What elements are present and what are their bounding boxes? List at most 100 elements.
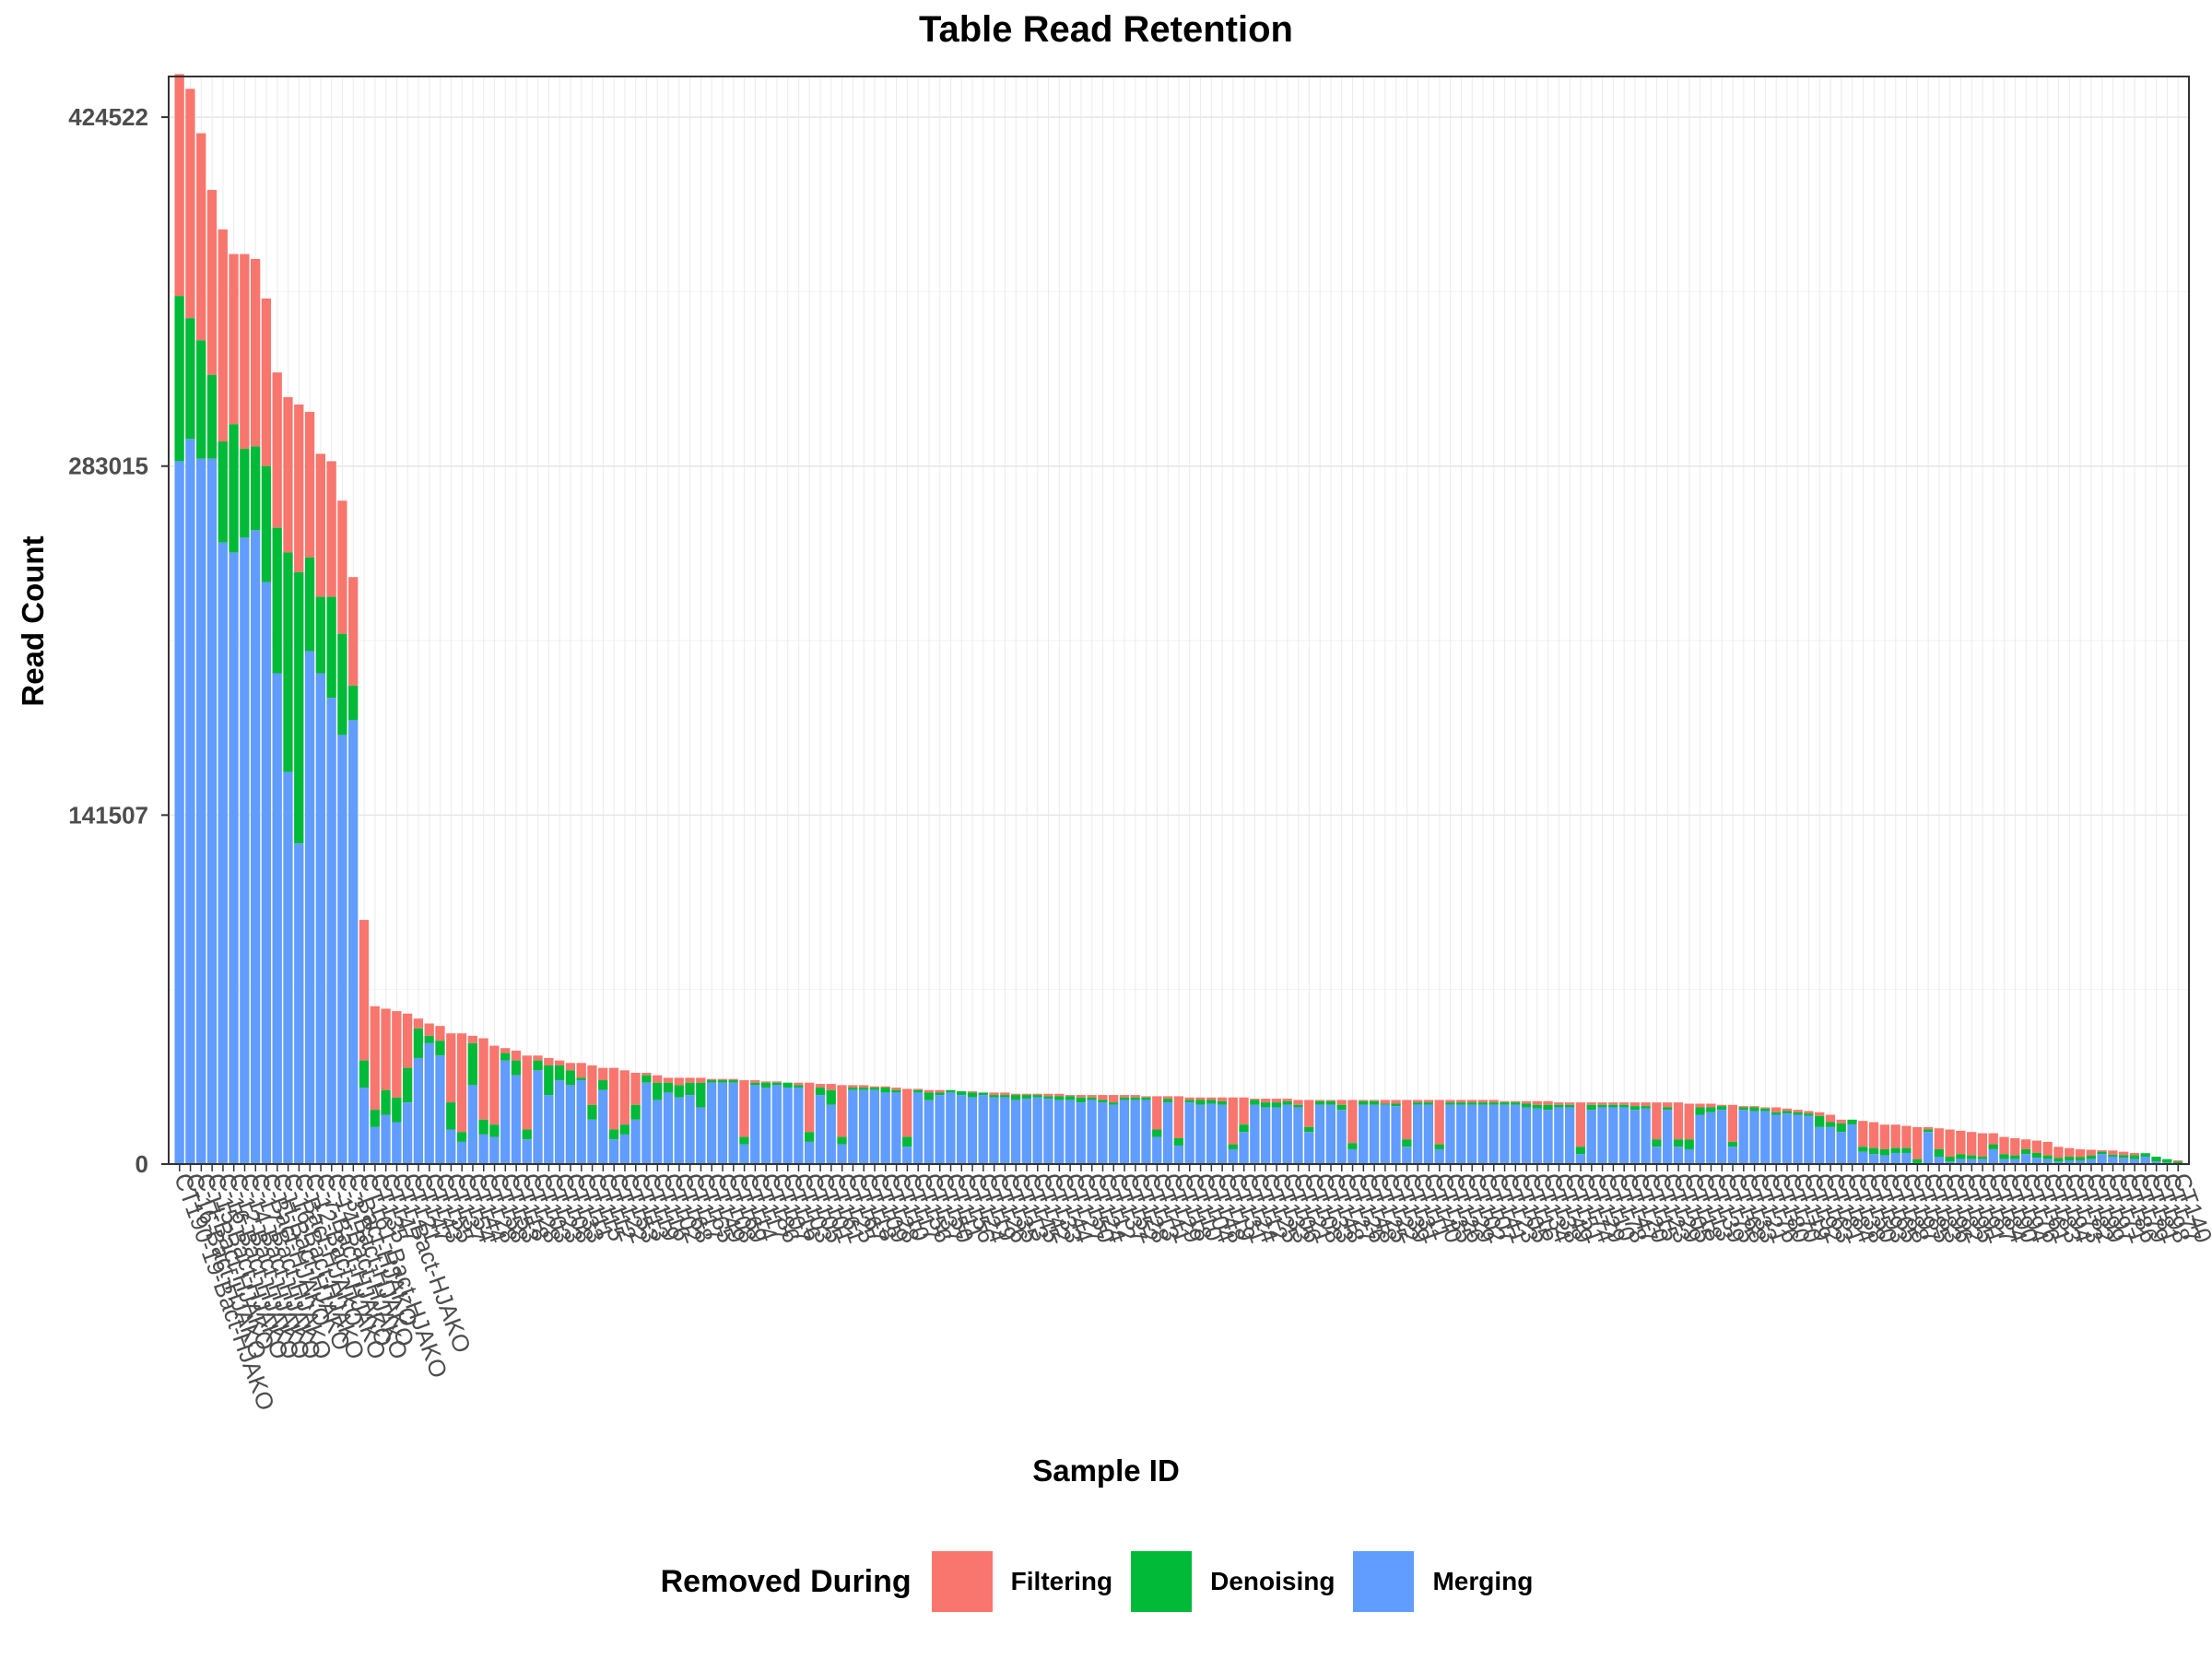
- bar-denoising: [1695, 1107, 1705, 1115]
- bar-merging: [935, 1095, 946, 1164]
- bar-denoising: [370, 1110, 381, 1127]
- bar-denoising: [544, 1065, 554, 1096]
- bar-denoising: [1010, 1095, 1021, 1100]
- bar-denoising: [1445, 1102, 1455, 1105]
- bar-filtering: [522, 1055, 533, 1130]
- bar-filtering: [935, 1089, 946, 1093]
- bar-filtering: [891, 1088, 901, 1090]
- legend-swatch-merging: [1353, 1551, 1415, 1612]
- bar-filtering: [1543, 1100, 1553, 1105]
- bar-filtering: [565, 1063, 576, 1071]
- bar-denoising: [1923, 1129, 1934, 1133]
- bar-denoising: [1076, 1097, 1087, 1103]
- bar-merging: [608, 1139, 619, 1164]
- bar-merging: [1282, 1104, 1293, 1164]
- bar-merging: [1673, 1147, 1684, 1164]
- legend-title: Removed During: [660, 1563, 912, 1599]
- bar-denoising: [1477, 1102, 1488, 1105]
- bar-merging: [326, 698, 337, 1164]
- bar-denoising: [261, 465, 272, 582]
- bar-merging: [858, 1089, 869, 1164]
- bar-merging: [1804, 1115, 1814, 1164]
- gridlines: [169, 76, 2189, 1165]
- bar-denoising: [717, 1080, 728, 1083]
- bar-merging: [1314, 1104, 1325, 1164]
- bar-denoising: [1065, 1096, 1076, 1100]
- bar-denoising: [1347, 1143, 1358, 1149]
- bar-filtering: [370, 1006, 381, 1111]
- bar-filtering: [1488, 1100, 1500, 1103]
- bar-filtering: [511, 1050, 522, 1061]
- bar-filtering: [1858, 1121, 1868, 1147]
- bar-filtering: [1347, 1100, 1358, 1144]
- bar-denoising: [1456, 1102, 1466, 1105]
- bar-denoising: [1119, 1097, 1130, 1100]
- bar-merging: [1477, 1104, 1488, 1164]
- bar-filtering: [989, 1092, 999, 1096]
- bar-merging: [1500, 1104, 1510, 1164]
- bar-merging: [1901, 1152, 1912, 1164]
- bar-denoising: [1402, 1139, 1412, 1147]
- bar-merging: [1663, 1110, 1673, 1164]
- bar-denoising: [912, 1089, 924, 1093]
- bar-filtering: [653, 1075, 663, 1083]
- bar-merging: [1130, 1100, 1141, 1164]
- bar-merging: [2118, 1158, 2129, 1164]
- bar-filtering: [1956, 1130, 1966, 1155]
- bar-merging: [500, 1060, 511, 1164]
- bar-merging: [902, 1147, 912, 1164]
- bar-denoising: [392, 1097, 402, 1123]
- bar-denoising: [1912, 1159, 1923, 1163]
- bar-denoising: [1380, 1103, 1391, 1105]
- bar-filtering: [1184, 1097, 1195, 1100]
- bar-denoising: [1511, 1102, 1521, 1105]
- bar-denoising: [1815, 1115, 1825, 1127]
- bar-denoising: [1391, 1103, 1402, 1107]
- bar-denoising: [2042, 1155, 2053, 1159]
- bar-filtering: [272, 372, 283, 528]
- bar-denoising: [1749, 1107, 1759, 1112]
- bar-filtering: [1771, 1107, 1782, 1112]
- bar-filtering: [1434, 1100, 1445, 1145]
- bar-denoising: [2151, 1156, 2161, 1162]
- bar-denoising: [1488, 1102, 1500, 1105]
- bar-denoising: [2108, 1154, 2118, 1157]
- bar-denoising: [946, 1089, 956, 1093]
- bar-filtering: [858, 1085, 869, 1088]
- bar-filtering: [2086, 1149, 2097, 1156]
- bar-filtering: [381, 1008, 392, 1090]
- bar-denoising: [1673, 1139, 1684, 1147]
- bar-filtering: [1293, 1100, 1303, 1105]
- bar-filtering: [598, 1067, 608, 1081]
- bar-merging: [1543, 1110, 1553, 1164]
- bar-merging: [771, 1085, 782, 1164]
- bar-filtering: [794, 1082, 804, 1086]
- legend: Removed During Filtering Denoising Mergi…: [0, 1550, 2212, 1613]
- bar-merging: [1228, 1148, 1239, 1164]
- bar-denoising: [771, 1082, 782, 1086]
- bar-filtering: [1586, 1102, 1597, 1105]
- bar-merging: [1195, 1104, 1206, 1164]
- bar-merging: [1652, 1147, 1662, 1164]
- bar-merging: [1988, 1148, 1999, 1164]
- bar-denoising: [805, 1132, 815, 1142]
- bar-denoising: [229, 424, 240, 553]
- bar-merging: [1162, 1102, 1173, 1164]
- bar-filtering: [206, 190, 218, 375]
- bar-filtering: [576, 1063, 587, 1078]
- bar-merging: [1511, 1104, 1521, 1164]
- bar-merging: [185, 439, 195, 1164]
- bar-filtering: [1521, 1100, 1532, 1104]
- y-tick-label: 141507: [68, 801, 148, 829]
- bar-merging: [348, 720, 359, 1164]
- bar-merging: [750, 1085, 760, 1164]
- bar-merging: [978, 1095, 989, 1164]
- bar-denoising: [924, 1092, 935, 1100]
- y-tick-label: 424522: [68, 103, 148, 131]
- bar-denoising: [1618, 1104, 1630, 1108]
- bar-denoising: [1250, 1100, 1260, 1105]
- bar-merging: [1868, 1154, 1879, 1164]
- bar-filtering: [1815, 1112, 1825, 1116]
- bar-denoising: [413, 1028, 424, 1058]
- bar-merging: [2129, 1159, 2140, 1164]
